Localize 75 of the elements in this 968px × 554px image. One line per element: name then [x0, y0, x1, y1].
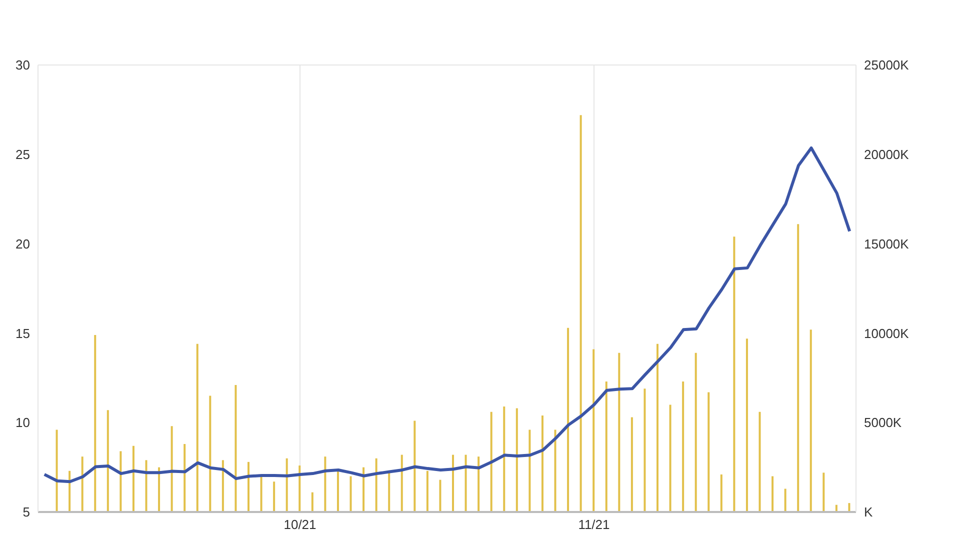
y2-tick-label: 20000K — [864, 147, 910, 162]
y2-tick-label: 5000K — [864, 415, 902, 430]
bar — [336, 470, 339, 512]
bar — [184, 444, 186, 512]
bar — [797, 224, 800, 512]
bar — [362, 467, 365, 512]
bar — [452, 454, 454, 512]
bar — [388, 472, 390, 512]
bar — [158, 467, 160, 512]
y-tick-label: 30 — [16, 58, 30, 73]
bar — [324, 456, 326, 512]
bar — [694, 352, 697, 512]
y2-tick-label: 25000K — [864, 58, 910, 73]
y-tick-label: 25 — [16, 147, 30, 162]
bar — [120, 451, 122, 512]
bar — [286, 458, 288, 512]
bar — [311, 492, 314, 512]
bar — [528, 430, 531, 512]
bar — [375, 458, 378, 512]
bar — [170, 426, 173, 512]
y-tick-label: 5 — [22, 504, 30, 520]
bar — [541, 415, 544, 512]
bar — [810, 330, 812, 512]
bar — [106, 410, 109, 512]
bar — [94, 334, 96, 512]
bar — [400, 454, 403, 512]
y2-tick-label: 10000K — [864, 326, 910, 341]
bar — [478, 456, 480, 512]
bar — [630, 417, 633, 512]
bar — [567, 328, 570, 512]
bar — [350, 476, 352, 512]
line-series — [42, 146, 852, 484]
bar — [145, 460, 148, 512]
bar — [209, 396, 212, 512]
bar — [503, 406, 506, 512]
bar — [592, 349, 595, 512]
bar — [605, 381, 608, 512]
bar — [784, 488, 786, 512]
y-tick-label: 15 — [16, 326, 30, 341]
bar — [439, 480, 442, 512]
bar — [298, 466, 301, 512]
bar — [772, 476, 774, 512]
bar — [758, 412, 761, 512]
y-tick-label: 10 — [16, 415, 30, 430]
bar — [580, 115, 582, 512]
bar — [618, 352, 620, 512]
bar — [234, 385, 237, 512]
bar — [248, 462, 250, 512]
bar — [516, 408, 518, 512]
bar — [56, 430, 58, 512]
bar — [426, 470, 428, 512]
x-tick-label: 11/21 — [578, 517, 610, 532]
bar — [682, 381, 684, 512]
bar — [132, 446, 134, 512]
bar — [81, 456, 84, 512]
x-tick-label: 10/21 — [284, 517, 316, 532]
bar — [720, 474, 722, 512]
bar — [708, 392, 710, 512]
bar — [414, 420, 416, 512]
y2-tick-label: 15000K — [864, 236, 910, 252]
bar — [554, 430, 556, 512]
bar — [196, 344, 198, 512]
y-tick-label: 20 — [16, 236, 30, 252]
bar — [656, 344, 658, 512]
bar — [68, 470, 71, 512]
bar — [273, 482, 276, 512]
bar — [746, 338, 748, 512]
bar — [669, 404, 672, 512]
bar — [490, 412, 492, 512]
bar — [464, 454, 467, 512]
bar — [822, 472, 825, 512]
bar — [733, 236, 736, 512]
y2-tick-label: K — [864, 504, 873, 520]
bar — [644, 388, 646, 512]
bar — [222, 460, 224, 512]
